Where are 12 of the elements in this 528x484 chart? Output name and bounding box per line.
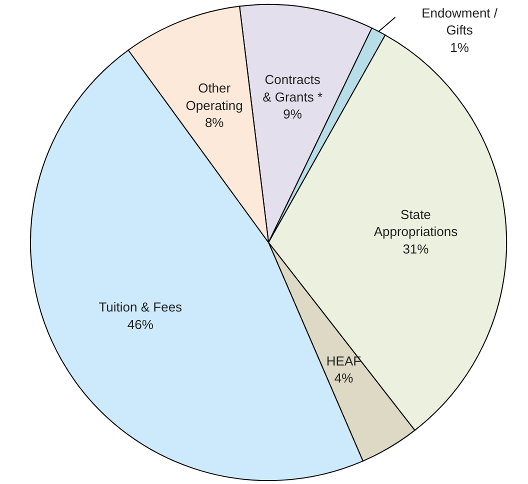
slice-label: Other Operating xyxy=(186,80,243,113)
slice-label: Contracts & Grants * xyxy=(262,72,323,104)
slice-label: HEAF xyxy=(326,353,362,368)
data-label: 9% xyxy=(283,106,302,122)
slice-label: Tuition & Fees xyxy=(98,300,183,315)
legend-label: Endowment / Gifts xyxy=(422,5,498,38)
data-label: 1% xyxy=(450,40,470,55)
data-label: 46% xyxy=(127,316,154,332)
slice-label: State Appropriations xyxy=(374,206,458,240)
data-label: 4% xyxy=(334,370,354,386)
data-label: 31% xyxy=(402,241,430,256)
data-label: 8% xyxy=(204,115,224,130)
